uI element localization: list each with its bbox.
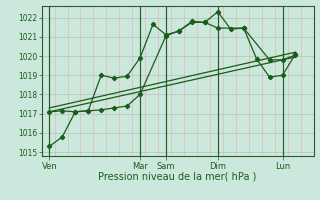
X-axis label: Pression niveau de la mer( hPa ): Pression niveau de la mer( hPa ) [99,172,257,182]
